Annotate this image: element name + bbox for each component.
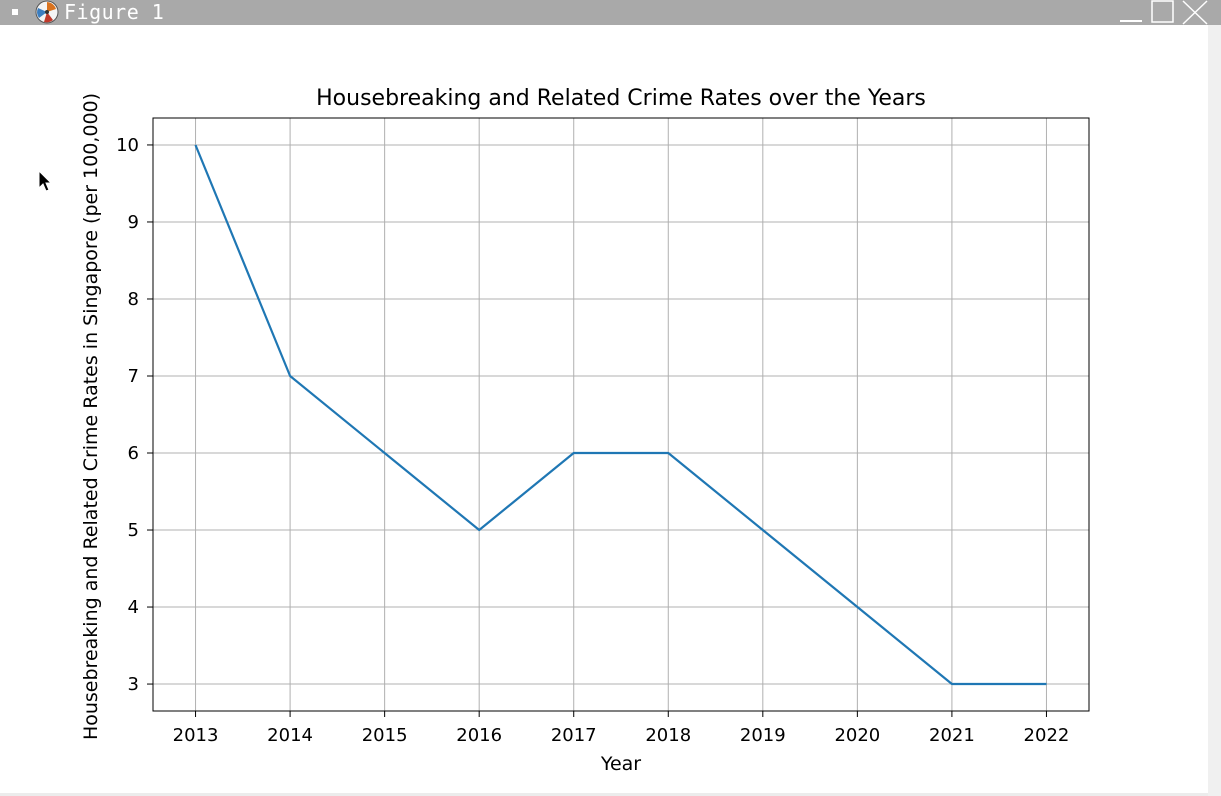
y-tick-label: 4 [128,597,139,618]
y-tick-label: 10 [116,135,139,156]
x-tick-label: 2022 [1024,725,1070,746]
series-line [194,144,1047,686]
chart-title: Housebreaking and Related Crime Rates ov… [316,86,926,111]
matplotlib-logo-icon [35,0,59,24]
y-tick-label: 3 [128,674,139,695]
y-axis-label: Housebreaking and Related Crime Rates in… [80,93,102,740]
window-menu-icon[interactable] [12,9,18,15]
x-tick-label: 2018 [645,725,691,746]
mouse-cursor-icon [38,170,53,192]
x-tick-label: 2021 [929,725,975,746]
window-border-bottom [0,793,1208,796]
x-tick-label: 2014 [267,725,313,746]
line-chart: 2013 2014 2015 2016 2017 2018 2019 2020 2021 2022… [80,86,1090,775]
x-tick-label: 2019 [740,725,786,746]
maximize-icon[interactable] [1150,0,1176,25]
x-tick-label: 2020 [834,725,880,746]
window-title: Figure 1 [64,0,165,24]
grid-lines [153,118,1089,711]
close-icon[interactable] [1180,0,1210,25]
y-tick-label: 5 [128,520,139,541]
x-tick-label: 2013 [173,725,219,746]
x-axis-label: Year [600,753,641,775]
minimize-icon[interactable] [1118,0,1144,25]
window-border-right [1208,25,1221,796]
y-tick-label: 8 [128,289,139,310]
window-titlebar[interactable]: Figure 1 [0,0,1221,25]
y-tick-label: 7 [128,366,139,387]
y-tick-label: 9 [128,212,139,233]
y-tick-label: 6 [128,443,139,464]
figure-canvas[interactable]: 2013 2014 2015 2016 2017 2018 2019 2020 2021 2022… [0,25,1208,793]
axis-ticks: 2013 2014 2015 2016 2017 2018 2019 2020 2021 2022… [116,135,1069,746]
axes-frame [152,117,1090,712]
x-tick-label: 2016 [456,725,502,746]
x-tick-label: 2015 [362,725,408,746]
x-tick-label: 2017 [551,725,597,746]
